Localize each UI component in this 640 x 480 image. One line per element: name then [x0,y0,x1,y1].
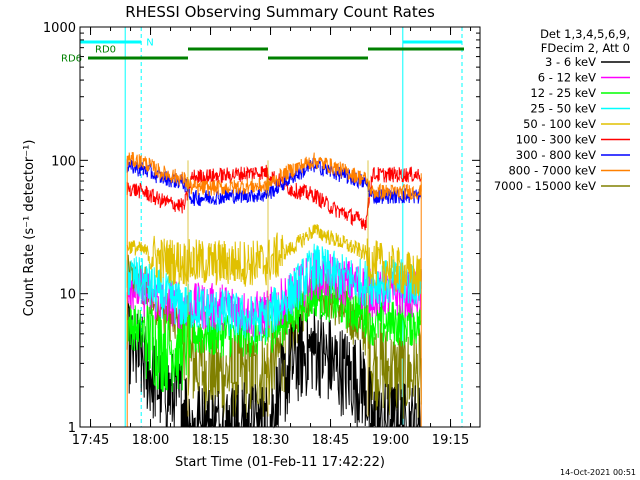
x-axis-title: Start Time (01-Feb-11 17:42:22) [175,455,385,470]
legend-header: FDecim 2, Att 0 [541,41,630,55]
y-tick-label: 10 [59,288,76,303]
series-line [126,243,422,342]
x-tick-label: 19:15 [432,433,469,448]
y-tick-label: 1000 [43,21,76,36]
legend-header: Det 1,3,4,5,6,9, [540,27,630,41]
legend-label: 800 - 7000 keV [508,164,596,178]
x-tick-label: 17:45 [72,433,109,448]
plot-data: N RD0 RD6 [61,27,464,429]
legend-label: 300 - 800 keV [516,148,596,162]
legend: Det 1,3,4,5,6,9,FDecim 2, Att 03 - 6 keV… [494,27,630,193]
x-tick-label: 18:30 [252,433,289,448]
footer-timestamp: 14-Oct-2021 00:51 [560,468,636,477]
flag-bar-label: RD6 [61,54,82,65]
legend-label: 25 - 50 keV [530,102,596,116]
axes: 17:45 18:00 18:15 18:30 18:45 19:00 19:15 1 10 10… [43,21,480,448]
series-line [126,157,422,207]
series-line [126,224,422,297]
legend-label: 3 - 6 keV [545,55,596,69]
legend-label: 7000 - 15000 keV [494,179,596,193]
legend-label: 6 - 12 keV [538,71,596,85]
plot-frame [79,26,481,428]
legend-label: 12 - 25 keV [530,86,596,100]
y-tick-label: 1 [68,421,76,436]
y-tick-label: 100 [51,154,76,169]
y-axis-title: Count Rate (s⁻¹ detector⁻¹) [22,140,37,317]
x-tick-label: 18:00 [132,433,169,448]
flag-bar-label: RD0 [95,45,116,56]
legend-label: 50 - 100 keV [523,117,596,131]
x-tick-label: 18:45 [312,433,349,448]
series-line [126,151,422,200]
series-line [126,164,422,231]
legend-label: 100 - 300 keV [516,133,596,147]
flag-bar-label: N [146,38,153,49]
x-tick-label: 18:15 [192,433,229,448]
series-line [126,254,422,420]
x-tick-label: 19:00 [372,433,409,448]
chart-title: RHESSI Observing Summary Count Rates [125,3,435,21]
